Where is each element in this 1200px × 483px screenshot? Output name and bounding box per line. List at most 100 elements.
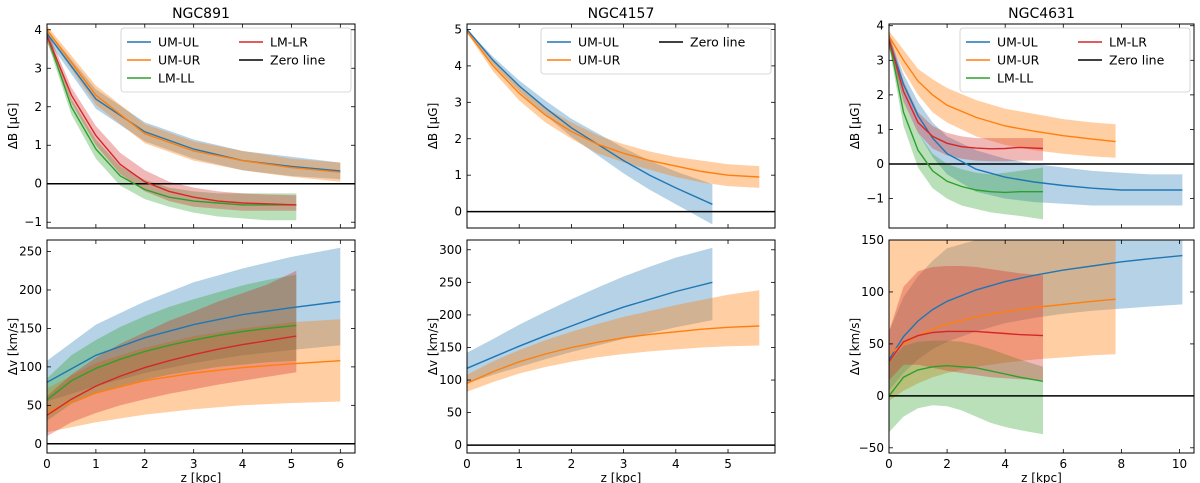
y-tick-label: 1 <box>34 138 42 152</box>
y-tick-label: 0 <box>876 157 884 171</box>
legend-label-zero-line: Zero line <box>690 35 746 50</box>
band-um-ur <box>467 290 760 392</box>
chart-title: NGC891 <box>172 6 230 22</box>
y-tick-label: 250 <box>439 275 462 289</box>
y-tick-label: 3 <box>876 53 884 67</box>
panel-ngc891-top: −1 0 1 2 3 4 NGC891 ΔB [μG] UM-UL UM-UR LM-LL LM-LR… <box>6 6 356 229</box>
x-tick-label: 1 <box>515 457 523 471</box>
x-tick-label: 4 <box>1001 457 1009 471</box>
line-um-ul <box>889 39 1183 191</box>
line-um-ul <box>889 254 1183 360</box>
y-tick-label: 4 <box>876 19 884 33</box>
band-um-ur <box>47 319 341 433</box>
plot-area <box>467 29 775 225</box>
legend-label-lm-lr: LM-LR <box>1109 35 1147 50</box>
y-tick-label: 0 <box>876 389 884 403</box>
y-tick-label: 4 <box>454 59 462 73</box>
band-um-ur <box>889 240 1116 401</box>
y-tick-label: −1 <box>866 192 884 206</box>
band-lm-ll <box>47 29 297 221</box>
line-um-ur <box>467 30 760 178</box>
y-tick-label: 100 <box>861 285 884 299</box>
x-tick-label: 3 <box>190 457 198 471</box>
plot-area <box>889 240 1194 435</box>
y-tick-label: 0 <box>34 177 42 191</box>
y-tick-label: 0 <box>454 438 462 452</box>
x-tick-label: 10 <box>1172 457 1187 471</box>
axes-frame <box>466 23 776 229</box>
band-um-ur <box>467 29 760 188</box>
y-tick-label: 150 <box>439 340 462 354</box>
x-tick-label: 3 <box>620 457 628 471</box>
legend-label-um-ul: UM-UL <box>997 35 1038 50</box>
legend-label-um-ur: UM-UR <box>578 53 621 68</box>
legend-label-zero-line: Zero line <box>1109 53 1165 68</box>
x-tick-label: 8 <box>1118 457 1126 471</box>
chart-title: NGC4157 <box>588 6 655 22</box>
line-lm-ll <box>889 364 1044 397</box>
line-um-ur <box>47 29 341 173</box>
legend: UM-UL UM-UR LM-LL LM-LR Zero line <box>959 27 1191 93</box>
x-tick-label: 0 <box>43 457 51 471</box>
y-tick-label: 100 <box>19 360 42 374</box>
plot-area <box>47 25 355 221</box>
band-lm-ll <box>47 274 297 421</box>
panel-ngc891-bottom: 0 1 2 3 4 5 6 0 50 100 150 200 250 z [kpc] Δv [km/s] <box>6 239 356 483</box>
plot-area <box>889 30 1194 220</box>
y-tick-label: 4 <box>34 23 42 37</box>
y-tick-label: 50 <box>447 406 462 420</box>
line-um-ul <box>47 300 341 383</box>
y-tick-label: 100 <box>439 373 462 387</box>
y-tick-label: 3 <box>34 61 42 75</box>
y-tick-label: 0 <box>34 437 42 451</box>
legend-label-lm-lr: LM-LR <box>270 35 308 50</box>
x-tick-label: 2 <box>141 457 149 471</box>
x-tick-label: 0 <box>885 457 893 471</box>
line-lm-lr <box>889 39 1044 150</box>
x-tick-label: 5 <box>288 457 296 471</box>
x-tick-label: 2 <box>568 457 576 471</box>
line-um-ur <box>467 325 760 384</box>
legend-label-um-ur: UM-UR <box>158 53 201 68</box>
y-axis-label: Δv [km/s] <box>848 318 862 375</box>
y-axis-label: Δv [km/s] <box>426 318 440 375</box>
band-lm-lr <box>889 266 1043 381</box>
y-tick-label: 2 <box>876 88 884 102</box>
line-lm-ll <box>47 324 297 401</box>
y-axis-label: ΔB [μG] <box>848 103 862 150</box>
axes-frame <box>46 239 356 454</box>
band-um-ul <box>889 240 1183 391</box>
y-tick-label: 5 <box>454 22 462 36</box>
legend-label-um-ul: UM-UL <box>158 35 199 50</box>
x-axis-label: z [kpc] <box>181 471 222 483</box>
x-tick-label: 4 <box>672 457 680 471</box>
band-um-ul <box>467 247 713 384</box>
x-tick-label: 6 <box>337 457 345 471</box>
line-um-ur <box>47 360 341 413</box>
line-lm-lr <box>889 330 1044 363</box>
y-tick-label: 300 <box>439 243 462 257</box>
plot-area <box>467 247 775 446</box>
x-tick-label: 0 <box>463 457 471 471</box>
plot-area <box>47 247 355 445</box>
y-tick-label: 150 <box>19 321 42 335</box>
axes-frame <box>46 23 356 229</box>
y-tick-label: 200 <box>439 308 462 322</box>
band-lm-ll <box>889 340 1043 435</box>
line-um-ul <box>47 33 341 172</box>
legend-label-um-ul: UM-UL <box>578 35 619 50</box>
y-axis-label: ΔB [μG] <box>6 103 20 150</box>
x-tick-label: 1 <box>92 457 100 471</box>
x-axis-label: z [kpc] <box>601 471 642 483</box>
line-um-ur <box>889 35 1116 143</box>
y-tick-label: 2 <box>454 132 462 146</box>
y-tick-label: −1 <box>24 215 42 229</box>
line-lm-lr <box>47 335 297 416</box>
y-tick-label: 2 <box>34 100 42 114</box>
line-lm-lr <box>47 35 297 206</box>
x-tick-label: 4 <box>239 457 247 471</box>
band-lm-ll <box>889 32 1043 220</box>
legend-label-um-ur: UM-UR <box>997 53 1040 68</box>
